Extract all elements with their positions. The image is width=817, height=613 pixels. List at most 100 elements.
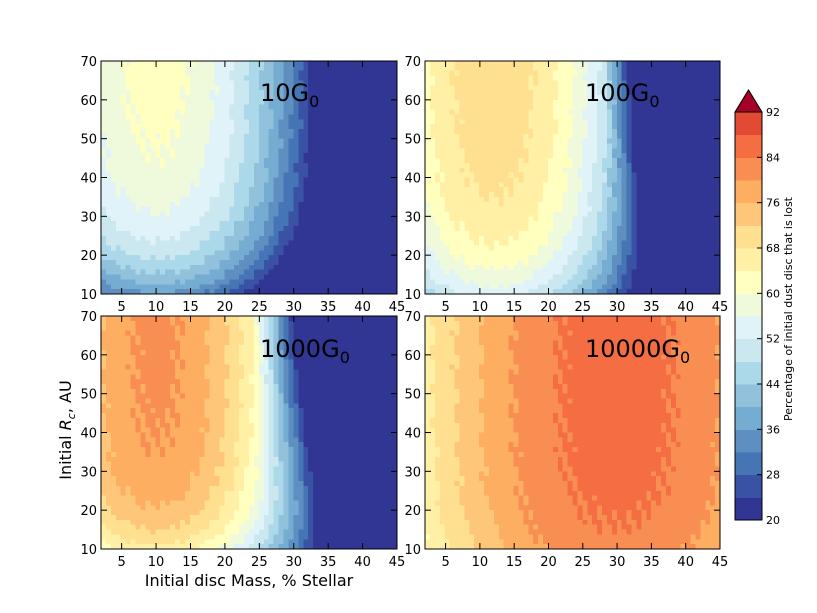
contour-cell bbox=[518, 94, 524, 101]
contour-cell bbox=[337, 230, 344, 237]
contour-cell bbox=[258, 221, 265, 227]
contour-cell bbox=[209, 124, 216, 130]
contour-cell bbox=[444, 153, 451, 159]
contour-cell bbox=[508, 269, 515, 276]
contour-cell bbox=[244, 114, 250, 120]
contour-cell bbox=[224, 167, 230, 174]
contour-cell bbox=[538, 269, 544, 276]
contour-cell bbox=[377, 201, 383, 208]
contour-cell bbox=[283, 260, 290, 266]
contour-cell bbox=[626, 133, 633, 140]
contour-cell bbox=[429, 167, 436, 174]
contour-cell bbox=[357, 75, 364, 82]
contour-cell bbox=[557, 61, 564, 67]
contour-cell bbox=[533, 187, 539, 193]
contour-cell bbox=[543, 172, 549, 179]
contour-cell bbox=[120, 240, 127, 247]
contour-cell bbox=[449, 230, 456, 237]
contour-cell bbox=[387, 279, 393, 285]
contour-cell bbox=[357, 284, 364, 290]
contour-cell bbox=[258, 284, 265, 290]
contour-cell bbox=[253, 61, 260, 67]
contour-cell bbox=[503, 172, 510, 179]
contour-cell bbox=[268, 216, 275, 222]
contour-cell bbox=[194, 70, 201, 77]
contour-cell bbox=[125, 114, 132, 120]
contour-cell bbox=[327, 85, 334, 91]
contour-cell bbox=[626, 153, 633, 159]
contour-cell bbox=[474, 167, 480, 174]
contour-cell bbox=[115, 148, 122, 154]
contour-cell bbox=[327, 279, 334, 285]
contour-cell bbox=[552, 153, 559, 159]
contour-cell bbox=[367, 109, 373, 115]
contour-cell bbox=[602, 104, 608, 111]
contour-cell bbox=[263, 235, 270, 242]
contour-cell bbox=[303, 201, 309, 208]
contour-cell bbox=[318, 109, 324, 115]
contour-cell bbox=[567, 196, 574, 203]
contour-cell bbox=[367, 133, 373, 140]
contour-cell bbox=[498, 80, 505, 86]
contour-cell bbox=[273, 260, 280, 266]
contour-cell bbox=[367, 65, 373, 72]
contour-cell bbox=[323, 177, 329, 183]
contour-cell bbox=[323, 104, 329, 111]
contour-cell bbox=[204, 128, 211, 135]
contour-cell bbox=[557, 216, 564, 222]
contour-cell bbox=[434, 187, 441, 193]
contour-cell bbox=[209, 206, 216, 213]
contour-cell bbox=[165, 177, 171, 183]
contour-cell bbox=[347, 230, 354, 237]
contour-cell bbox=[160, 235, 166, 242]
contour-cell bbox=[508, 128, 515, 135]
contour-cell bbox=[160, 211, 166, 217]
contour-cell bbox=[224, 211, 230, 217]
contour-cell bbox=[459, 99, 465, 106]
contour-cell bbox=[115, 85, 122, 91]
contour-cell bbox=[533, 211, 539, 217]
contour-cell bbox=[567, 133, 574, 140]
contour-cell bbox=[303, 162, 309, 169]
contour-cell bbox=[562, 206, 569, 213]
contour-cell bbox=[327, 187, 334, 193]
contour-cell bbox=[387, 192, 393, 198]
contour-cell bbox=[567, 80, 574, 86]
contour-cell bbox=[592, 138, 598, 145]
contour-cell bbox=[616, 94, 623, 101]
contour-cell bbox=[323, 119, 329, 125]
contour-cell bbox=[362, 133, 368, 140]
contour-cell bbox=[219, 85, 225, 91]
contour-cell bbox=[327, 269, 334, 276]
contour-cell bbox=[557, 260, 564, 266]
contour-cell bbox=[621, 216, 628, 222]
contour-cell bbox=[444, 124, 451, 130]
contour-cell bbox=[189, 230, 196, 237]
contour-cell bbox=[179, 235, 186, 242]
contour-cell bbox=[474, 119, 480, 125]
contour-cell bbox=[479, 158, 485, 164]
contour-cell bbox=[459, 119, 465, 125]
contour-cell bbox=[194, 148, 201, 154]
contour-cell bbox=[484, 162, 490, 169]
contour-cell bbox=[219, 119, 225, 125]
contour-cell bbox=[616, 124, 623, 130]
contour-cell bbox=[357, 192, 364, 198]
contour-cell bbox=[308, 279, 314, 285]
contour-cell bbox=[498, 284, 505, 290]
contour-cell bbox=[101, 255, 107, 261]
contour-cell bbox=[449, 109, 456, 115]
contour-cell bbox=[179, 138, 186, 145]
contour-cell bbox=[293, 94, 299, 101]
contour-cell bbox=[170, 255, 176, 261]
contour-cell bbox=[278, 245, 285, 251]
contour-cell bbox=[253, 216, 260, 222]
contour-cell bbox=[582, 90, 588, 96]
contour-cell bbox=[479, 172, 485, 179]
contour-cell bbox=[621, 80, 628, 86]
contour-cell bbox=[278, 177, 285, 183]
contour-cell bbox=[474, 264, 480, 271]
contour-cell bbox=[439, 158, 446, 164]
contour-cell bbox=[533, 226, 539, 232]
contour-cell bbox=[518, 172, 524, 179]
